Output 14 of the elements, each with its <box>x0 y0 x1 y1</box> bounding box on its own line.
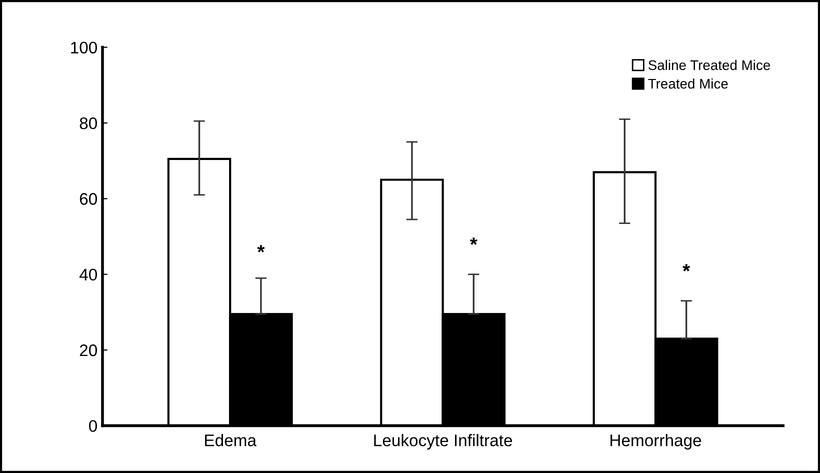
y-tick-label: 100 <box>71 42 97 54</box>
x-tick-label: Hemorrhage <box>610 434 702 450</box>
y-tick-label: 0 <box>89 420 97 432</box>
y-tick-label: 40 <box>79 268 97 281</box>
legend-label: Treated Mice <box>648 78 728 89</box>
y-tick-label: 20 <box>80 344 97 356</box>
legend-label: Saline Treated Mice <box>648 60 770 70</box>
annotation: * <box>257 245 265 252</box>
x-tick-label: Leukocyte Infiltrate <box>374 434 512 450</box>
y-tick-label: 60 <box>80 193 97 205</box>
annotation: * <box>470 238 478 245</box>
annotation: * <box>682 264 690 272</box>
y-tick-label: 80 <box>80 117 97 130</box>
x-tick-label: Edema <box>205 434 257 446</box>
